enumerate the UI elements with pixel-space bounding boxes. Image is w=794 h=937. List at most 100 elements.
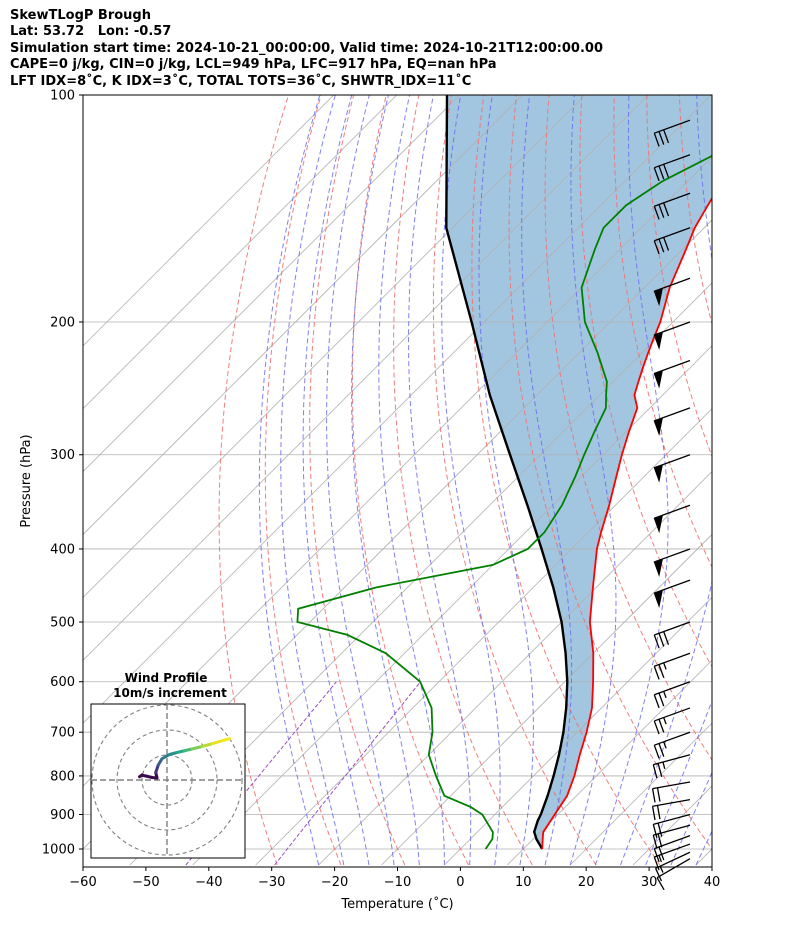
y-tick-label: 100: [50, 89, 75, 104]
x-tick-label: 30: [641, 875, 658, 890]
barb-pennant: [653, 464, 663, 483]
dry-adiabat: [579, 95, 712, 668]
barb-staff: [655, 851, 691, 869]
barb-half: [663, 691, 667, 699]
barb-full: [658, 204, 665, 218]
wind-barb: [653, 843, 691, 871]
barb-half: [663, 741, 667, 749]
chart-title: SkewTLogP Brough: [10, 8, 151, 23]
moist-adiabat: [695, 829, 712, 866]
barb-full: [653, 856, 660, 871]
isotherm-line: [83, 95, 460, 473]
dry-adiabat: [711, 95, 712, 103]
barb-full: [658, 846, 665, 861]
wind-barb: [653, 192, 691, 220]
barb-full: [658, 131, 665, 145]
dry-adiabat: [471, 95, 661, 866]
barb-staff: [654, 154, 691, 169]
barb-full: [654, 868, 663, 882]
barb-full: [653, 694, 660, 709]
x-tick-label: −30: [258, 875, 285, 890]
barb-pennant: [653, 287, 663, 307]
barb-pennant: [653, 514, 663, 534]
cape-cin-shading: [446, 95, 712, 849]
barb-full: [653, 666, 660, 680]
x-tick-label: −50: [132, 875, 159, 890]
barb-full: [656, 877, 665, 891]
mixing-ratio-line: [274, 681, 421, 866]
dewpoint-line: [296, 154, 712, 850]
barb-staff: [654, 707, 691, 722]
wind-barb: [653, 321, 691, 350]
barb-pennant: [653, 558, 663, 577]
barb-staff: [654, 731, 691, 746]
barb-full: [663, 631, 670, 645]
barb-full: [653, 206, 660, 220]
isotherm-line: [83, 95, 649, 661]
barb-staff: [654, 652, 691, 667]
isotherm-line: [192, 345, 712, 866]
barb-full: [657, 822, 663, 837]
location-line: Lat: 53.72 Lon: -0.57: [10, 24, 172, 40]
barb-full: [652, 764, 658, 779]
cape-line: CAPE=0 j/kg, CIN=0 j/kg, LCL=949 hPa, LF…: [10, 57, 497, 73]
barb-staff: [654, 227, 691, 242]
moist-adiabat: [620, 95, 712, 866]
wind-barb: [653, 407, 691, 436]
y-tick-label: 800: [50, 769, 75, 784]
x-tick-label: −60: [69, 875, 96, 890]
barb-full: [653, 720, 660, 735]
moist-adiabat: [594, 95, 669, 866]
x-tick-label: −20: [321, 875, 348, 890]
barb-pennant: [653, 417, 663, 436]
dry-adiabat: [544, 95, 712, 761]
moist-adiabat: [645, 699, 712, 866]
hodograph-plot: [91, 704, 245, 858]
y-tick-label: 400: [50, 542, 75, 557]
dry-adiabat: [264, 95, 342, 866]
barb-full: [658, 238, 665, 253]
wind-barb: [653, 621, 691, 649]
parcel-line: [445, 95, 569, 850]
moist-adiabat: [378, 95, 445, 865]
isotherm-line: [695, 848, 712, 866]
wind-barb: [653, 652, 691, 680]
chart-header: SkewTLogP Brough Lat: 53.72 Lon: -0.57 Sim…: [10, 8, 603, 90]
moist-adiabat: [258, 95, 321, 866]
moist-adiabat: [351, 95, 420, 866]
barb-half: [663, 717, 667, 725]
dry-adiabat: [218, 95, 289, 866]
moist-adiabat: [280, 95, 345, 866]
isotherm-line: [318, 471, 712, 866]
moist-adiabat: [302, 95, 370, 866]
y-tick-label: 600: [50, 675, 75, 690]
temperature-line: [541, 196, 712, 850]
moist-adiabat: [407, 95, 472, 866]
moist-adiabat: [326, 95, 395, 866]
barb-staff: [654, 119, 691, 134]
hodograph-segment: [200, 742, 214, 748]
hodograph-segment: [210, 739, 224, 746]
hodograph-title: Wind Profile: [125, 671, 208, 685]
barb-pennant: [653, 589, 663, 609]
isotherm-line: [83, 95, 523, 536]
x-tick-label: 40: [704, 875, 721, 890]
x-tick-label: −10: [384, 875, 411, 890]
barb-full: [656, 805, 661, 820]
y-tick-label: 700: [50, 726, 75, 741]
wind-barb: [653, 681, 691, 709]
dry-adiabat: [393, 95, 533, 866]
barb-full: [653, 744, 660, 759]
isotherm-line: [83, 95, 335, 347]
hodograph-segment: [190, 745, 204, 751]
wind-barb: [653, 359, 691, 389]
x-tick-label: 0: [456, 875, 464, 890]
dry-adiabat: [351, 95, 469, 866]
wind-barb: [653, 277, 691, 307]
barb-staff: [656, 858, 691, 879]
barb-full: [663, 237, 670, 251]
barb-full: [658, 743, 665, 757]
barb-full: [657, 833, 663, 848]
barb-full: [658, 692, 665, 707]
